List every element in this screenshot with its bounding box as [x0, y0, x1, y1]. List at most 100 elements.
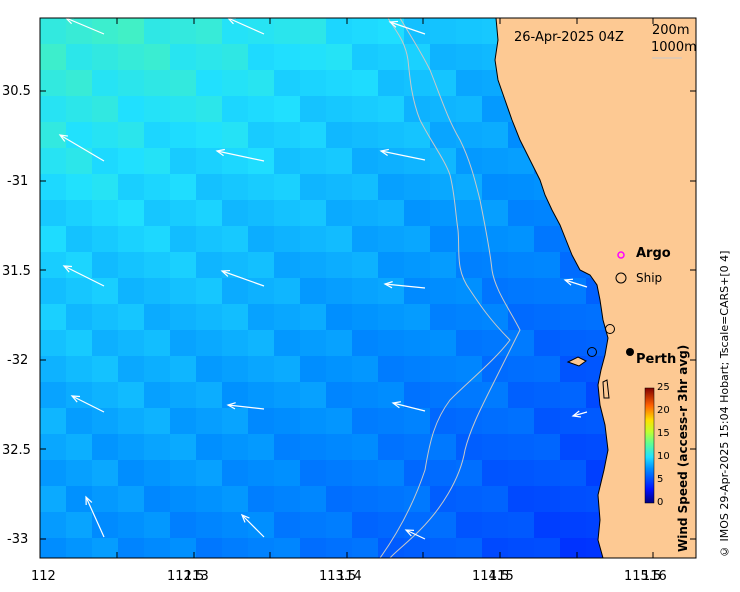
- wind-cell: [66, 122, 93, 149]
- wind-cell: [352, 252, 379, 279]
- wind-cell: [40, 304, 67, 331]
- colorbar: [644, 387, 655, 504]
- wind-cell: [430, 18, 457, 45]
- wind-cell: [196, 382, 223, 409]
- wind-cell: [508, 304, 535, 331]
- wind-cell: [508, 512, 535, 539]
- wind-cell: [222, 44, 249, 71]
- wind-cell: [404, 148, 431, 175]
- wind-cell: [378, 486, 405, 513]
- wind-cell: [274, 278, 301, 305]
- argo-marker: [617, 251, 625, 259]
- wind-cell: [196, 460, 223, 487]
- wind-cell: [248, 408, 275, 435]
- wind-cell: [66, 538, 93, 558]
- wind-cell: [482, 538, 509, 558]
- wind-cell: [40, 538, 67, 558]
- wind-cell: [378, 44, 405, 71]
- wind-cell: [66, 200, 93, 227]
- wind-cell: [404, 174, 431, 201]
- wind-cell: [92, 304, 119, 331]
- wind-cell: [300, 122, 327, 149]
- wind-cell: [430, 486, 457, 513]
- wind-cell: [534, 330, 561, 357]
- wind-cell: [40, 278, 67, 305]
- wind-cell: [248, 356, 275, 383]
- wind-arrow: [85, 495, 105, 538]
- wind-cell: [300, 460, 327, 487]
- wind-cell: [40, 226, 67, 253]
- wind-cell: [430, 200, 457, 227]
- wind-cell: [352, 356, 379, 383]
- wind-cell: [508, 382, 535, 409]
- wind-cell: [222, 278, 249, 305]
- wind-cell: [352, 70, 379, 97]
- wind-cell: [404, 200, 431, 227]
- wind-arrow: [58, 134, 105, 162]
- plot-frame: [39, 17, 697, 559]
- wind-cell: [170, 252, 197, 279]
- wind-cell: [196, 512, 223, 539]
- wind-cell: [456, 538, 483, 558]
- wind-cell: [222, 538, 249, 558]
- wind-cell: [300, 252, 327, 279]
- wind-cell: [456, 408, 483, 435]
- wind-cell: [92, 44, 119, 71]
- wind-cell: [560, 486, 587, 513]
- wind-cell: [170, 382, 197, 409]
- wind-cell: [352, 278, 379, 305]
- wind-cell: [378, 512, 405, 539]
- wind-cell: [92, 252, 119, 279]
- wind-cell: [118, 44, 145, 71]
- wind-cell: [118, 226, 145, 253]
- wind-cell: [430, 278, 457, 305]
- ship-marker: [615, 272, 627, 284]
- wind-cell: [248, 200, 275, 227]
- wind-cell: [456, 278, 483, 305]
- wind-cell: [378, 460, 405, 487]
- wind-cell: [352, 486, 379, 513]
- wind-cell: [456, 200, 483, 227]
- wind-cell: [248, 18, 275, 45]
- wind-cell: [300, 18, 327, 45]
- wind-cell: [144, 434, 171, 461]
- wind-cell: [274, 70, 301, 97]
- wind-cell: [274, 96, 301, 123]
- wind-cell: [326, 382, 353, 409]
- wind-cell: [404, 252, 431, 279]
- wind-cell: [430, 460, 457, 487]
- wind-cell: [560, 382, 587, 409]
- wind-cell: [326, 434, 353, 461]
- wind-cell: [300, 382, 327, 409]
- wind-cell: [456, 460, 483, 487]
- wind-cell: [222, 486, 249, 513]
- wind-cell: [66, 44, 93, 71]
- wind-cell: [456, 226, 483, 253]
- x-tick-label: 115.5: [624, 569, 662, 584]
- wind-cell: [170, 538, 197, 558]
- wind-cell: [456, 512, 483, 539]
- wind-cell: [430, 96, 457, 123]
- perth-marker: [626, 348, 634, 356]
- wind-cell: [118, 538, 145, 558]
- wind-arrow: [65, 18, 105, 35]
- wind-cell: [144, 122, 171, 149]
- wind-arrows: [58, 18, 588, 540]
- x-tick-label: 114.5: [472, 569, 510, 584]
- wind-cell: [118, 122, 145, 149]
- wind-cell: [222, 356, 249, 383]
- wind-cell: [66, 278, 93, 305]
- wind-cell: [326, 18, 353, 45]
- wind-cell: [170, 278, 197, 305]
- wind-cell: [456, 174, 483, 201]
- wind-cell: [274, 486, 301, 513]
- wind-cell: [222, 382, 249, 409]
- wind-cell: [482, 382, 509, 409]
- wind-arrow: [62, 265, 105, 287]
- wind-cell: [92, 122, 119, 149]
- wind-cell: [404, 356, 431, 383]
- wind-cell: [560, 460, 587, 487]
- wind-cell: [456, 486, 483, 513]
- wind-cell: [274, 356, 301, 383]
- wind-cell: [118, 460, 145, 487]
